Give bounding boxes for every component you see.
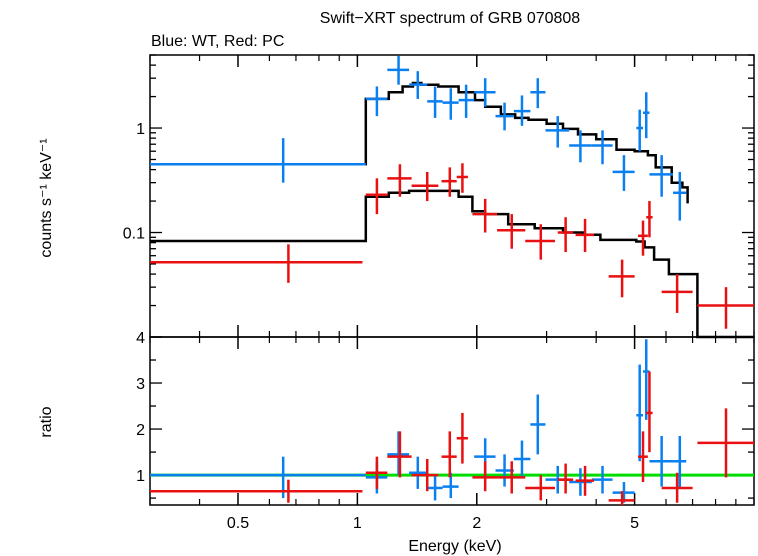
model-step-pc: [150, 189, 754, 339]
x-tick-label: 2: [472, 515, 481, 532]
data-point-wt: [409, 456, 428, 489]
data-point-wt: [409, 71, 428, 99]
chart-title: Swift−XRT spectrum of GRB 070808: [320, 10, 581, 27]
data-point-wt: [387, 431, 410, 476]
data-point-pc: [575, 465, 595, 496]
x-tick-label: 0.5: [227, 515, 249, 532]
data-point-wt: [673, 171, 687, 221]
y-axis-label-spectrum: counts s⁻¹ keV⁻¹: [38, 138, 55, 257]
x-tick-label: 5: [630, 515, 639, 532]
spectrum-y-tick-label: 0.1: [123, 226, 145, 243]
data-point-pc: [456, 412, 468, 464]
data-point-pc: [411, 458, 439, 492]
data-point-pc: [661, 274, 693, 313]
data-point-wt: [387, 55, 410, 85]
data-point-pc: [497, 461, 526, 494]
data-point-pc: [661, 472, 693, 503]
data-point-pc: [646, 201, 653, 238]
data-point-wt: [474, 78, 496, 107]
x-axis-label: Energy (keV): [408, 538, 501, 555]
data-point-wt: [649, 155, 674, 197]
data-point-wt: [530, 394, 546, 455]
data-point-pc: [557, 217, 574, 253]
spectrum-panel: 0.11: [123, 54, 755, 339]
ratio-y-tick-label: 3: [136, 376, 145, 393]
data-point-pc: [575, 218, 595, 253]
data-point-pc: [608, 491, 635, 505]
data-point-wt: [591, 130, 613, 165]
data-point-wt: [545, 116, 570, 148]
data-point-wt: [513, 440, 531, 478]
data-point-wt: [612, 155, 635, 191]
data-point-pc: [411, 171, 439, 202]
ratio-y-tick-label: 2: [136, 422, 145, 439]
data-point-pc: [557, 463, 574, 494]
data-point-wt: [150, 138, 366, 183]
ratio-y-tick-label: 4: [136, 330, 145, 347]
spectrum-y-tick-label: 1: [136, 121, 145, 138]
data-point-pc: [525, 475, 556, 501]
ratio-panel: 1 2 3 4 0.5 1 2 5: [136, 330, 755, 532]
data-point-pc: [150, 244, 363, 283]
data-point-pc: [646, 371, 653, 453]
data-point-pc: [456, 163, 468, 193]
data-point-wt: [513, 95, 531, 126]
data-point-wt: [591, 465, 613, 494]
ratio-y-tick-label: 1: [136, 468, 145, 485]
data-point-wt: [569, 468, 592, 496]
y-axis-label-ratio: ratio: [38, 406, 55, 437]
data-point-pc: [525, 224, 556, 260]
data-point-wt: [530, 78, 546, 109]
data-point-pc: [441, 167, 457, 197]
data-point-wt: [649, 435, 674, 487]
data-point-pc: [441, 431, 457, 478]
data-point-pc: [608, 259, 635, 298]
data-point-wt: [427, 86, 443, 118]
data-point-wt: [636, 364, 644, 462]
ratio-axes-frame: [149, 336, 755, 506]
data-point-pc: [472, 198, 498, 233]
data-point-pc: [387, 431, 412, 478]
data-point-pc: [697, 287, 754, 329]
data-point-wt: [442, 88, 459, 120]
data-point-pc: [638, 220, 648, 256]
data-point-pc: [150, 479, 363, 503]
data-point-pc: [387, 164, 412, 197]
data-point-pc: [472, 461, 498, 492]
data-point-pc: [365, 178, 388, 215]
data-point-wt: [636, 109, 644, 152]
data-point-wt: [643, 92, 650, 139]
data-point-pc: [497, 214, 526, 249]
data-point-wt: [673, 435, 687, 489]
data-point-pc: [365, 456, 388, 489]
data-point-wt: [458, 84, 475, 118]
chart-subtitle: Blue: WT, Red: PC: [151, 33, 284, 50]
data-point-wt: [427, 475, 443, 501]
data-point-wt: [569, 130, 592, 163]
data-point-pc: [697, 408, 754, 478]
x-tick-label: 1: [353, 515, 362, 532]
data-point-wt: [495, 102, 514, 131]
data-point-wt: [365, 86, 388, 117]
data-point-pc: [638, 431, 648, 482]
